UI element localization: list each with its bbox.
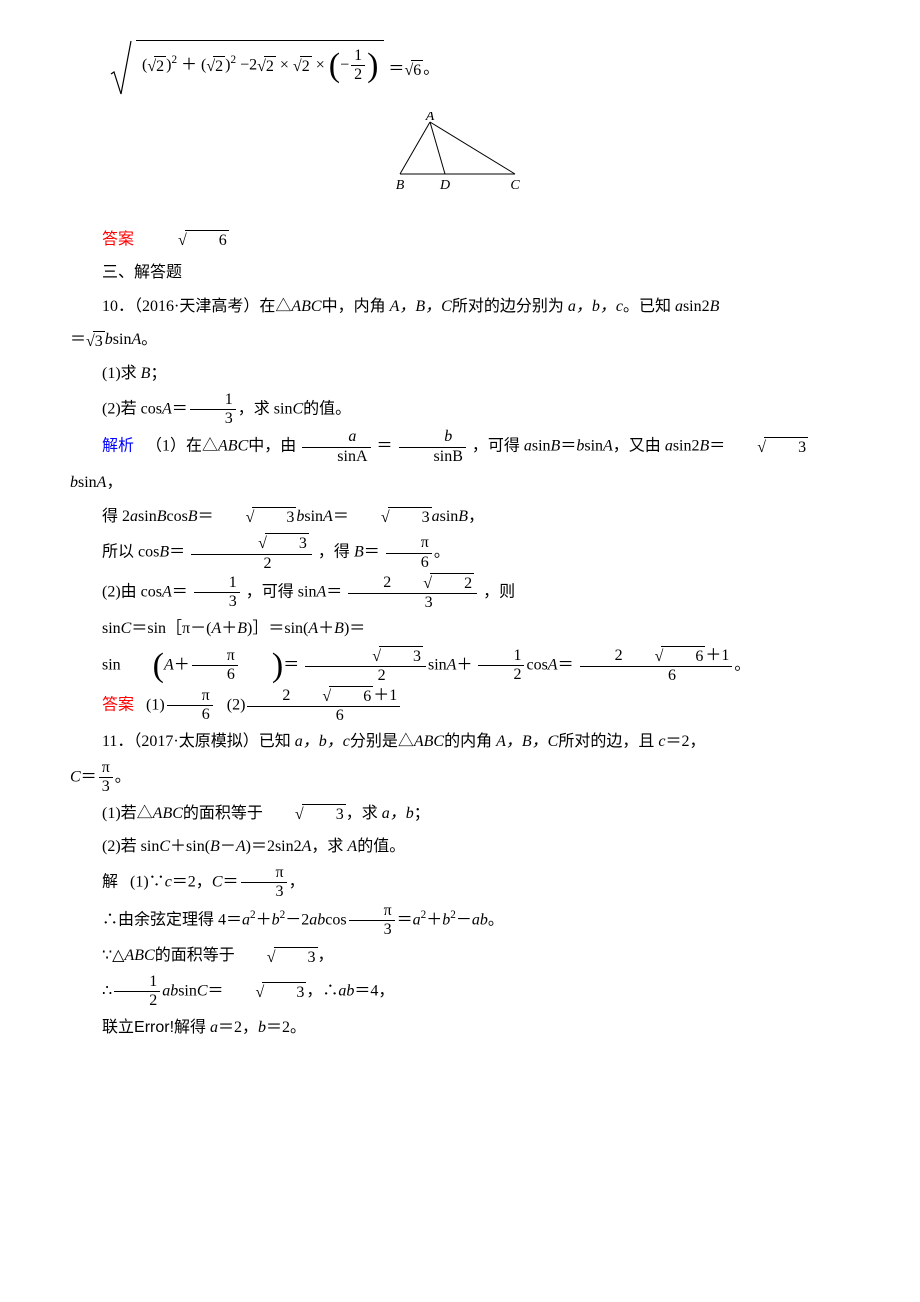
q11-sol-line3: ∵△ABC的面积等于3， [70, 939, 850, 973]
q10-sol-line2: 得 2asinBcosB＝3bsinA＝3asinB， [70, 500, 850, 534]
q11-sol-line1: 解 (1)∵c＝2，C＝π3， [70, 864, 850, 902]
q11-sol-line4: ∴12absinC＝3，∴ab＝4， [70, 973, 850, 1011]
q11-sol-line5: 联立Error!解得 a＝2，b＝2。 [70, 1011, 850, 1045]
q10-sol-line5: sinC＝sin［π－(A＋B)］＝sin(A＋B)＝ [70, 612, 850, 646]
q11-part2: (2)若 sinC＋sin(B－A)＝2sin2A，求 A的值。 [70, 830, 850, 864]
top-formula: (2)2 ＋ (2)2 −22 × 2 × (−12) ＝6。 [110, 40, 850, 100]
svg-text:B: B [396, 178, 405, 192]
section-3-title: 三、解答题 [70, 256, 850, 290]
q10-sol-line1: 解析 （1）在△ABC中，由 asinA ＝ bsinB ，可得 asinB＝b… [70, 428, 850, 499]
radicand: (2)2 ＋ (2)2 −22 × 2 × (−12) [136, 40, 384, 91]
big-root: (2)2 ＋ (2)2 −22 × 2 × (−12) [110, 40, 384, 100]
svg-text:C: C [510, 178, 520, 192]
triangle-figure: A B D C [70, 112, 850, 205]
q11-part1: (1)若△ABC的面积等于3，求 a，b； [70, 797, 850, 831]
q10-part2: (2)若 cosA＝13，求 sinC的值。 [70, 391, 850, 429]
q10-part1: (1)求 B； [70, 357, 850, 391]
q10-sol-line3: 所以 cosB＝ 32 ，得 B＝ π6。 [70, 533, 850, 573]
answer-label-10: 答案 [102, 696, 134, 713]
solution-label: 解析 [102, 438, 134, 455]
q10-sol-line6: sin(A＋π6)＝ 32sinA＋ 12cosA＝ 26＋16。 [70, 646, 850, 686]
q10-stem: 10．（2016·天津高考）在△ABC中，内角 A，B，C所对的边分别为 a，b… [70, 290, 850, 324]
q10-cond-line2: ＝3bsinA。 [70, 323, 850, 357]
radical-sign [110, 40, 132, 100]
answer-label: 答案 [102, 231, 134, 248]
q11-stem: 11．（2017·太原模拟）已知 a，b，c分别是△ABC的内角 A，B，C所对… [70, 725, 850, 759]
q11-stem-line2: C＝π3。 [70, 759, 850, 797]
svg-text:D: D [439, 178, 450, 192]
svg-text:A: A [425, 112, 435, 124]
sol-label-11: 解 [102, 873, 118, 890]
q10-answer: 答案 (1)π6 (2)26＋16 [70, 686, 850, 726]
q11-sol-line2: ∴由余弦定理得 4＝a2＋b2－2abcosπ3＝a2＋b2－ab。 [70, 902, 850, 940]
triangle-svg: A B D C [375, 112, 545, 192]
error-text: Error! [134, 1019, 174, 1036]
q10-sol-line4: (2)由 cosA＝ 13 ，可得 sinA＝ 223 ，则 [70, 573, 850, 613]
answer-9: 答案 6 [70, 223, 850, 257]
